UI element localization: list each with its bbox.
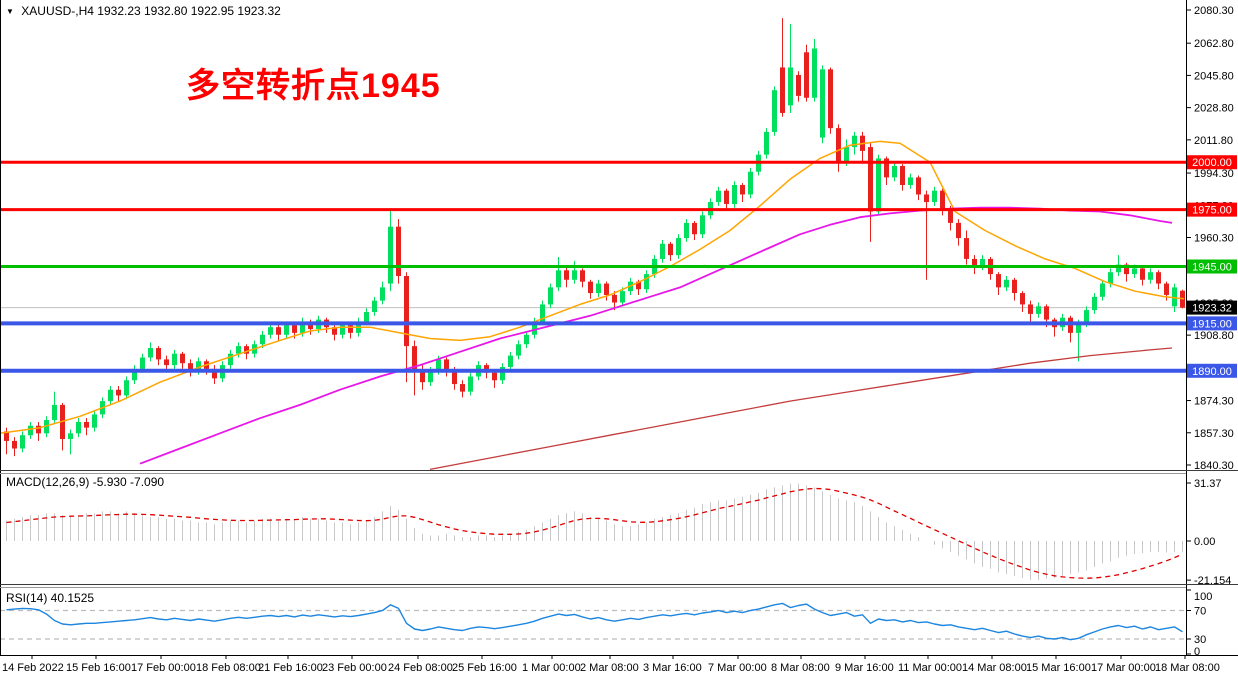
- svg-text:3 Mar 16:00: 3 Mar 16:00: [643, 662, 702, 674]
- chart-title-bar: ▼ XAUUSD-,H4 1932.23 1932.80 1922.95 192…: [6, 4, 281, 18]
- macd-indicator-label: MACD(12,26,9) -5.930 -7.090: [6, 475, 165, 489]
- svg-text:0.00: 0.00: [1194, 536, 1215, 548]
- svg-text:1923.32: 1923.32: [1192, 303, 1232, 315]
- svg-text:-21.154: -21.154: [1194, 575, 1231, 587]
- svg-text:2 Mar 08:00: 2 Mar 08:00: [580, 662, 639, 674]
- svg-text:1908.80: 1908.80: [1194, 330, 1234, 342]
- svg-text:15 Feb 16:00: 15 Feb 16:00: [66, 662, 131, 674]
- svg-text:2011.80: 2011.80: [1194, 135, 1233, 147]
- rsi-line: [6, 602, 1183, 641]
- symbol-timeframe-label: XAUUSD-,H4: [21, 4, 94, 18]
- svg-text:17 Mar 00:00: 17 Mar 00:00: [1091, 662, 1156, 674]
- svg-text:70: 70: [1194, 606, 1206, 618]
- rsi-indicator-label: RSI(14) 40.1525: [6, 591, 95, 605]
- chart-text-annotation[interactable]: 多空转折点1945: [186, 67, 441, 105]
- svg-text:11 Mar 00:00: 11 Mar 00:00: [898, 662, 962, 674]
- macd-signal-line: [6, 487, 1183, 579]
- svg-text:30: 30: [1194, 634, 1206, 646]
- svg-text:1945.00: 1945.00: [1192, 262, 1232, 274]
- svg-text:2080.30: 2080.30: [1194, 5, 1234, 17]
- candles-series: [4, 18, 1185, 457]
- svg-text:2000.00: 2000.00: [1192, 157, 1232, 169]
- svg-text:7 Mar 00:00: 7 Mar 00:00: [708, 662, 767, 674]
- svg-text:1 Mar 00:00: 1 Mar 00:00: [522, 662, 581, 674]
- svg-text:8 Mar 08:00: 8 Mar 08:00: [771, 662, 830, 674]
- svg-text:31.37: 31.37: [1194, 478, 1222, 490]
- svg-text:15 Mar 16:00: 15 Mar 16:00: [1026, 662, 1091, 674]
- svg-text:14 Mar 08:00: 14 Mar 08:00: [962, 662, 1027, 674]
- svg-text:1975.00: 1975.00: [1192, 205, 1232, 217]
- svg-text:1890.00: 1890.00: [1192, 366, 1232, 378]
- svg-text:25 Feb 16:00: 25 Feb 16:00: [452, 662, 517, 674]
- svg-text:1994.30: 1994.30: [1194, 168, 1234, 180]
- svg-text:1857.30: 1857.30: [1194, 428, 1234, 440]
- svg-text:2028.80: 2028.80: [1194, 103, 1234, 115]
- panel-borders: [0, 0, 1238, 656]
- ma-slow-darkred: [429, 347, 1173, 471]
- ma-fast-orange: [0, 140, 1185, 435]
- svg-text:21 Feb 16:00: 21 Feb 16:00: [258, 662, 323, 674]
- svg-text:17 Feb 00:00: 17 Feb 00:00: [131, 662, 196, 674]
- main-price-chart[interactable]: [0, 18, 1186, 471]
- svg-text:1874.30: 1874.30: [1194, 396, 1234, 408]
- svg-text:9 Mar 16:00: 9 Mar 16:00: [835, 662, 894, 674]
- svg-text:18 Feb 08:00: 18 Feb 08:00: [196, 662, 261, 674]
- time-axis: 14 Feb 2022 15 Feb 16:00 17 Feb 00:00 18 Fe…: [2, 655, 1220, 674]
- rsi-panel: 100 70 300: [0, 589, 1212, 658]
- svg-text:18 Mar 08:00: 18 Mar 08:00: [1155, 662, 1220, 674]
- svg-text:0: 0: [1194, 646, 1200, 658]
- svg-text:1840.30: 1840.30: [1194, 460, 1234, 472]
- svg-text:100: 100: [1194, 591, 1212, 603]
- svg-text:14 Feb 2022: 14 Feb 2022: [2, 662, 64, 674]
- symbol-dropdown-icon[interactable]: ▼: [6, 7, 14, 16]
- ohlc-values: 1932.23 1932.80 1922.95 1923.32: [97, 4, 281, 18]
- horizontal-level-lines[interactable]: [0, 160, 1186, 373]
- svg-text:1915.00: 1915.00: [1192, 318, 1232, 330]
- price-axis: 2080.30 2062.80 2045.80 2028.80 2011.80 1994.…: [1186, 5, 1237, 472]
- svg-text:2045.80: 2045.80: [1194, 70, 1234, 82]
- macd-panel: 31.37 0.00 -21.154: [6, 478, 1231, 587]
- svg-text:2062.80: 2062.80: [1194, 38, 1234, 50]
- svg-text:24 Feb 08:00: 24 Feb 08:00: [388, 662, 453, 674]
- svg-text:23 Feb 00:00: 23 Feb 00:00: [322, 662, 387, 674]
- svg-text:1960.30: 1960.30: [1194, 233, 1234, 245]
